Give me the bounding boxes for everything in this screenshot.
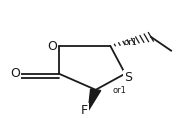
Text: O: O [47, 40, 57, 53]
Polygon shape [88, 89, 101, 111]
Text: or1: or1 [112, 86, 126, 95]
Text: or1: or1 [123, 38, 137, 47]
Text: F: F [81, 104, 88, 117]
Text: O: O [10, 67, 20, 80]
Text: S: S [124, 71, 132, 84]
